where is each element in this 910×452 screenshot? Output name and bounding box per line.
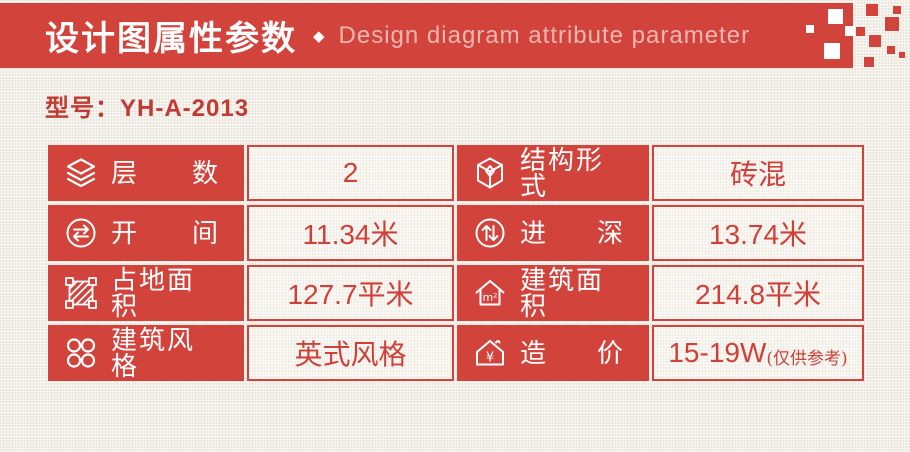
price-value: 15-19W — [668, 337, 767, 368]
style-label-cell: 建筑风格 — [48, 325, 244, 381]
floors-value: 2 — [342, 157, 359, 188]
mosaic-square — [824, 43, 840, 59]
model-value: YH-A-2013 — [120, 95, 250, 122]
page-title-english: Design diagram attribute parameter — [338, 21, 751, 49]
floors-label-cell: 层数 — [48, 145, 244, 201]
depth-label-cell: 进深 — [457, 205, 649, 261]
model-label: 型号： — [45, 95, 120, 122]
attribute-table: 层数 2 结构形式 砖混开间 11.34米进深 13.74米 占地面积 127.7平米 m² 建筑… — [48, 145, 864, 381]
style-value-cell: 英式风格 — [247, 325, 454, 381]
bay-width-label-cell: 开间 — [48, 205, 244, 261]
mosaic-square — [856, 27, 865, 36]
building-area-value-cell: 214.8平米 — [652, 265, 864, 321]
price-value-note: (仅供参考) — [766, 348, 848, 369]
building-area-value: 214.8平米 — [694, 279, 822, 310]
floors-label-char: 数 — [191, 158, 218, 188]
depth-label-char: 进 — [520, 218, 547, 248]
mosaic-square — [845, 26, 855, 36]
svg-text:m²: m² — [482, 291, 497, 304]
price-label-cell: ¥ 造价 — [457, 325, 649, 381]
structure-label: 结构形式 — [520, 145, 605, 201]
mosaic-square — [885, 17, 899, 31]
four-circles-icon — [63, 335, 99, 371]
mosaic-square — [869, 35, 881, 47]
floors-label-char: 层 — [111, 158, 138, 188]
mosaic-square — [887, 46, 895, 54]
structure-label-cell: 结构形式 — [457, 145, 649, 201]
building-area-label-cell: m² 建筑面积 — [457, 265, 649, 321]
structure-value: 砖混 — [729, 159, 786, 190]
floors-label: 层数 — [111, 160, 218, 186]
price-label-char: 价 — [596, 338, 623, 368]
price-label-char: 造 — [520, 338, 547, 368]
floors-value-cell: 2 — [247, 145, 454, 201]
depth-label: 进深 — [520, 220, 623, 246]
price-label: 造价 — [520, 340, 623, 366]
vertical-arrows-icon — [472, 215, 508, 251]
layers-icon — [63, 155, 99, 191]
diamond-icon: ◆ — [313, 27, 325, 45]
model-number: 型号：YH-A-2013 — [45, 88, 249, 123]
header-banner: 设计图属性参数 ◆ Design diagram attribute param… — [0, 3, 853, 68]
style-value: 英式风格 — [294, 339, 407, 370]
building-area-label: 建筑面积 — [520, 265, 605, 321]
price-value-cell: 15-19W (仅供参考) — [652, 325, 864, 381]
hatched-area-icon — [63, 275, 99, 311]
house-area-icon: m² — [472, 275, 508, 311]
land-area-value-cell: 127.7平米 — [247, 265, 454, 321]
mosaic-square — [806, 25, 814, 33]
structure-value-cell: 砖混 — [652, 145, 864, 201]
bay-width-label-char: 开 — [111, 218, 138, 248]
depth-label-char: 深 — [596, 218, 623, 248]
mosaic-square — [828, 9, 843, 24]
depth-value-cell: 13.74米 — [652, 205, 864, 261]
land-area-label: 占地面积 — [111, 265, 196, 321]
mosaic-square — [866, 4, 878, 16]
depth-value: 13.74米 — [708, 219, 808, 250]
land-area-label-cell: 占地面积 — [48, 265, 244, 321]
cube-icon — [472, 155, 508, 191]
bay-width-value-cell: 11.34米 — [247, 205, 454, 261]
mosaic-square — [893, 6, 901, 14]
land-area-value: 127.7平米 — [287, 279, 414, 310]
mosaic-square — [864, 57, 874, 67]
horizontal-arrows-icon — [63, 215, 99, 251]
bay-width-label-char: 间 — [191, 218, 218, 248]
bay-width-label: 开间 — [111, 220, 218, 246]
svg-text:¥: ¥ — [486, 351, 494, 366]
page-title: 设计图属性参数 — [45, 20, 297, 58]
style-label: 建筑风格 — [111, 325, 196, 381]
house-price-icon: ¥ — [472, 335, 508, 371]
mosaic-square — [899, 52, 905, 58]
bay-width-value: 11.34米 — [302, 219, 399, 250]
